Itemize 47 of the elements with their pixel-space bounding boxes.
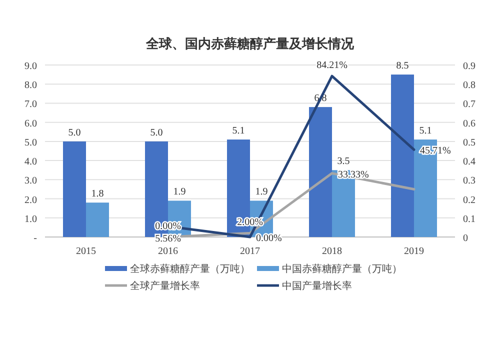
legend-label: 中国赤藓糖醇产量（万吨） [282,263,402,275]
y-tick-label: 6.0 [24,118,37,130]
bar [63,141,86,237]
legend-label: 全球赤藓糖醇产量（万吨） [130,263,250,275]
y-tick-label: 9.0 [24,61,37,72]
data-label: 3.5 [337,156,350,168]
x-tick-label: 2018 [322,246,342,257]
x-tick-label: 2017 [240,246,260,257]
data-label: 5.1 [419,126,432,137]
y2-tick-label: 0.7 [463,99,476,110]
data-label: 5.1 [232,126,245,137]
bar [391,74,414,237]
y-tick-label: 4.0 [24,156,37,168]
y2-tick-label: 0.4 [463,156,476,168]
y-tick-label: 3.0 [24,176,37,187]
y-tick-label: - [34,233,37,244]
data-label: 5.0 [68,127,81,138]
y2-tick-label: 0.8 [463,80,476,92]
y2-tick-label: 0.3 [463,176,476,187]
data-label: 5.0 [150,127,163,138]
data-label: 5.56% [155,233,181,244]
y2-tick-label: 0.9 [463,61,476,72]
bar [86,202,109,237]
legend-label: 全球产量增长率 [130,280,200,292]
data-label: 8.5 [396,60,409,72]
legend-label: 中国产量增长率 [282,280,352,292]
y-tick-label: 7.0 [24,99,37,110]
x-tick-label: 2015 [76,246,96,257]
data-label: 0.00% [155,221,181,232]
y2-tick-label: 0.6 [463,118,476,130]
y2-tick-label: 0.5 [463,137,476,148]
y2-tick-label: 0.1 [463,214,476,225]
x-tick-label: 2016 [158,246,178,257]
y2-tick-label: 0.2 [463,194,476,206]
y-tick-label: 1.0 [24,214,37,225]
y-tick-label: 8.0 [24,80,37,92]
bar [309,107,332,237]
data-label: 1.9 [255,186,268,198]
x-tick-label: 2019 [404,246,424,257]
data-label: 2.00% [237,217,263,228]
data-label: 84.21% [316,60,348,72]
chart-title: 全球、国内赤藓糖醇产量及增长情况 [145,36,355,51]
data-label: 1.8 [91,188,104,200]
data-label: 1.9 [173,186,186,198]
y-tick-label: 5.0 [24,137,37,148]
y2-tick-label: 0 [463,233,468,244]
y-tick-label: 2.0 [24,194,37,206]
